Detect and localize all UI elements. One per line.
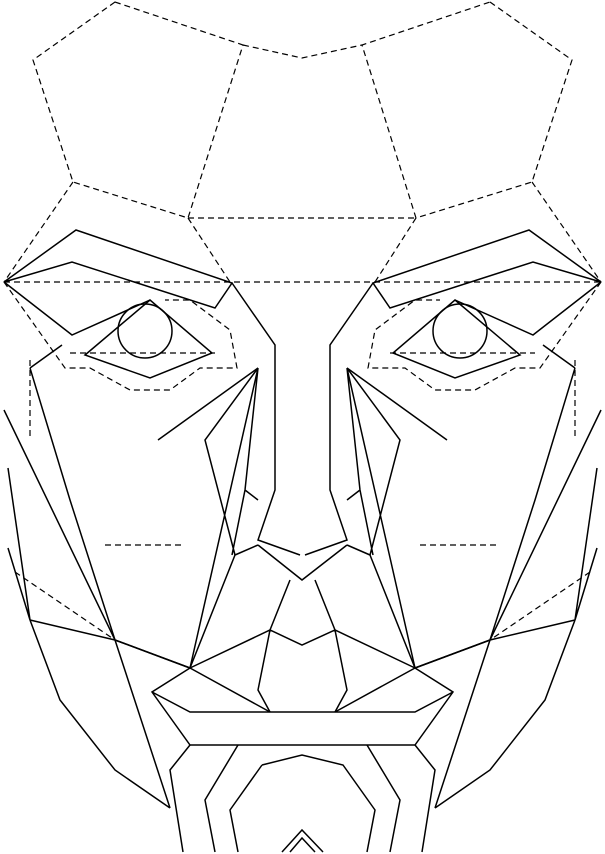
right-mouth-corner [334, 639, 491, 713]
forehead-pentagon-left [32, 1, 244, 219]
upper-lip-shape [189, 629, 416, 713]
chin-inner-layer [229, 754, 376, 853]
left-jaw-outline [29, 619, 171, 809]
nose-bottom-chevron [257, 544, 348, 581]
philtrum-lines [189, 544, 416, 669]
left-jaw-dashed [14, 571, 116, 641]
forehead-top-line [242, 44, 363, 59]
right-brow-lower [454, 281, 602, 336]
left-inner-cheek [189, 367, 259, 669]
mouth-outline [150, 667, 455, 746]
left-eye-outline [83, 299, 214, 379]
right-jaw-outline [434, 619, 576, 809]
right-temple-diagonal [531, 181, 602, 283]
right-brow-to-nose-dash [374, 217, 417, 283]
right-jaw-dashed [489, 571, 591, 641]
right-upper-cheek [346, 344, 576, 641]
right-pupil-circle [432, 303, 488, 359]
right-eye-outline [391, 299, 522, 379]
left-upper-cheek [29, 344, 259, 641]
left-brow-lower [3, 281, 151, 336]
nose-left-edge [231, 282, 301, 556]
left-mouth-corner [114, 639, 271, 713]
right-side-lines [414, 409, 602, 669]
forehead-pentagon-right [361, 1, 573, 219]
dashed-construction-lines [3, 1, 602, 641]
solid-mask-lines [3, 229, 602, 853]
left-pupil-circle [117, 303, 173, 359]
left-brow-shape [3, 229, 234, 309]
left-side-lines [3, 409, 191, 669]
right-eye-outline-dashed [367, 281, 602, 391]
right-inner-cheek [346, 367, 416, 669]
chin-outer-layer [169, 744, 436, 853]
left-temple-diagonal [3, 181, 74, 283]
nose-right-edge [304, 282, 374, 556]
right-brow-shape [371, 229, 602, 309]
left-eye-outline-dashed [3, 281, 238, 391]
chin-middle-layer [204, 744, 401, 853]
left-brow-to-nose-dash [187, 217, 231, 283]
chin-bottom-triangle [281, 828, 324, 853]
